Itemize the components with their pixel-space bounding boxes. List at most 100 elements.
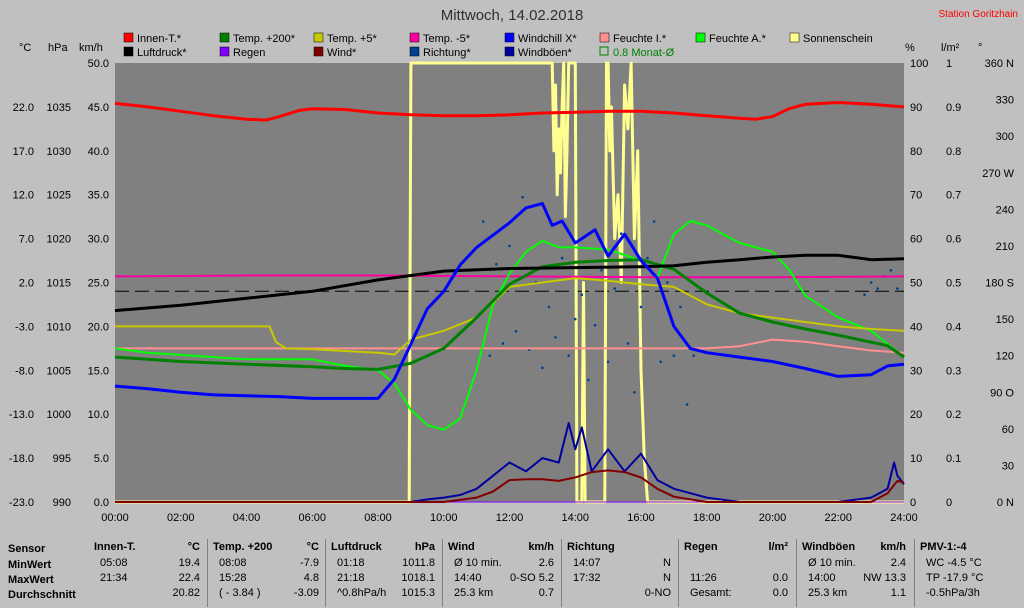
wind-tick-label: 15.0	[88, 365, 109, 377]
stats-row: 21:18 1018.1	[331, 572, 435, 587]
stats-row: Ø 10 min. 2.4	[802, 557, 906, 572]
stats-column-title: Temp. +200	[213, 541, 273, 553]
temp-tick-label: 17.0	[13, 146, 34, 158]
percent-tick-label: 40	[910, 321, 922, 333]
temp-tick-label: 22.0	[13, 102, 34, 114]
time-tick-label: 20:00	[759, 512, 787, 524]
percent-tick-label: 80	[910, 146, 922, 158]
stats-row: ^0.8hPa/h 1015.3	[331, 587, 435, 602]
richtung-point	[600, 269, 603, 272]
legend-swatch	[219, 46, 230, 57]
richtung-point	[672, 354, 676, 357]
stats-separator	[442, 539, 443, 607]
legend-swatch	[123, 32, 134, 43]
richtung-point	[896, 287, 899, 290]
stats-cell-value: 0.0	[772, 572, 788, 584]
percent-tick-label: 10	[910, 453, 922, 465]
stats-cell-value: 2.6	[538, 557, 554, 569]
row-label-sensor: Sensor	[8, 543, 46, 555]
percent-tick-label: 20	[910, 409, 922, 421]
stats-column: Wind km/h Ø 10 min. 2.6 14:40 0-SO 5.2 25.3 km…	[448, 541, 554, 602]
richtung-point	[514, 329, 518, 333]
stats-column-title: Innen-T.	[94, 541, 136, 553]
legend-swatch	[219, 32, 230, 43]
chart-title: Mittwoch, 14.02.2018	[441, 7, 584, 24]
direction-tick-label: 90 O	[990, 387, 1014, 399]
stats-cell-label: 25.3 km	[808, 587, 848, 599]
stats-cell-label: 11:26	[690, 572, 717, 584]
pressure-tick-label: 990	[53, 497, 71, 509]
stats-cell-value: 0.7	[538, 587, 554, 599]
stats-separator	[561, 539, 562, 607]
stats-cell-label: ( - 3.84 )	[219, 587, 261, 599]
stats-cell-value: N	[663, 572, 671, 584]
stats-row: 14:00 NW 13.3	[802, 572, 906, 587]
legend-label: Luftdruck*	[137, 47, 187, 59]
pressure-tick-label: 1030	[47, 146, 71, 158]
unit-direction: °	[978, 42, 982, 54]
richtung-point	[652, 220, 656, 223]
wind-tick-label: 25.0	[88, 278, 109, 290]
richtung-point	[547, 305, 551, 309]
temp-tick-label: -3.0	[15, 321, 34, 333]
stats-cell-value: 0.0	[772, 587, 788, 599]
richtung-point	[666, 281, 669, 284]
wind-tick-label: 35.0	[88, 190, 109, 202]
stats-column-header: Windböen km/h	[802, 541, 906, 557]
richtung-point	[573, 317, 577, 321]
pressure-tick-label: 1005	[47, 365, 71, 377]
richtung-point	[685, 403, 689, 406]
legend-swatch	[599, 32, 610, 43]
pressure-tick-label: 1035	[47, 102, 71, 114]
stats-cell-value: 4.8	[303, 572, 319, 584]
pressure-tick-label: 1025	[47, 190, 71, 202]
stats-row: 11:26 0.0	[684, 572, 788, 587]
stats-cell-value: NW 13.3	[863, 572, 906, 584]
stats-cell-label: 01:18	[337, 557, 365, 569]
time-tick-label: 12:00	[496, 512, 524, 524]
windchill-line	[114, 202, 905, 400]
stats-column-header: Luftdruck hPa	[331, 541, 435, 557]
pressure-tick-label: 1020	[47, 234, 71, 246]
percent-tick-label: 100	[910, 58, 928, 70]
richtung-point	[876, 287, 879, 290]
richtung-point	[488, 354, 492, 357]
richtung-point	[501, 342, 505, 345]
stats-column: Innen-T. °C 05:08 19.4 21:34 22.4 20.82	[94, 541, 200, 602]
direction-tick-label: 120	[996, 351, 1014, 363]
rain-tick-label: 0.2	[946, 409, 961, 421]
unit-percent: %	[905, 42, 915, 54]
stats-column-unit: hPa	[414, 541, 435, 553]
row-label-max: MaxWert	[8, 574, 54, 586]
rain-tick-label: 0.8	[946, 146, 961, 158]
pressure-tick-label: 1000	[47, 409, 71, 421]
richtung-point	[521, 195, 524, 199]
stats-column-header: Wind km/h	[448, 541, 554, 557]
stats-row: 17:32 N	[567, 572, 671, 587]
luftdruck-line	[114, 253, 905, 313]
stats-cell-value: N	[663, 557, 671, 569]
rain-tick-label: 0.4	[946, 321, 961, 333]
tempm5-line	[114, 274, 905, 279]
percent-tick-label: 0	[910, 497, 916, 509]
legend-swatch	[409, 32, 420, 43]
stats-column-header: Regen l/m²	[684, 541, 788, 557]
direction-tick-label: 330	[996, 95, 1014, 107]
stats-row: TP -17.9 °C	[920, 572, 1020, 587]
richtung-point	[593, 323, 597, 327]
legend-label: Sonnenschein	[803, 33, 873, 45]
stats-column-header: Innen-T. °C	[94, 541, 200, 557]
time-tick-label: 16:00	[627, 512, 655, 524]
rain-tick-label: 0.7	[946, 190, 961, 202]
row-label-avg: Durchschnitt	[8, 589, 76, 601]
stats-column: Regen l/m² 11:26 0.0 Gesamt: 0.0	[684, 541, 788, 602]
legend-swatch	[123, 46, 134, 57]
stats-cell-label: 14:00	[808, 572, 836, 584]
stats-column-unit: °C	[306, 541, 319, 553]
temp-tick-label: 12.0	[13, 190, 34, 202]
wind-tick-label: 5.0	[94, 453, 109, 465]
wind-tick-label: 50.0	[88, 58, 109, 70]
temp-tick-label: -8.0	[15, 365, 34, 377]
stats-cell-value: 0-NO	[644, 587, 671, 599]
